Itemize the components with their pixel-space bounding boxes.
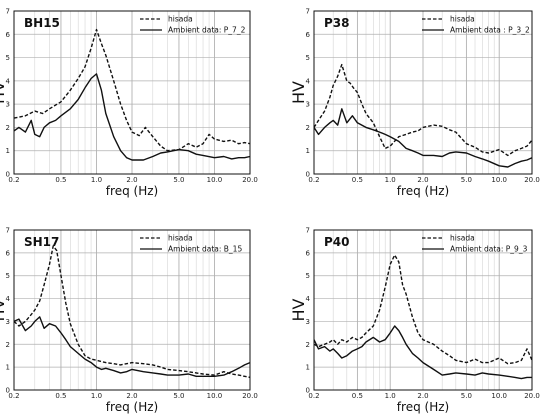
series-line-hisada <box>313 63 533 157</box>
x-tick-label: 2.0 <box>417 176 428 184</box>
series-line-hisada <box>313 254 533 365</box>
y-tick-label: 3 <box>306 101 310 109</box>
x-tick-label: 10.0 <box>491 176 507 184</box>
x-tick-label: 0.2 <box>308 176 319 184</box>
y-tick-label: 4 <box>306 295 311 303</box>
y-tick-label: 3 <box>6 318 10 326</box>
x-tick-label: 10.0 <box>207 176 223 184</box>
y-tick-label: 6 <box>306 31 311 39</box>
legend-label: Ambient data: P_7_2 <box>168 26 246 35</box>
series-line-hisada <box>13 245 251 379</box>
y-tick-label: 0 <box>306 387 310 395</box>
y-tick-label: 2 <box>306 341 310 349</box>
y-tick-label: 6 <box>306 249 311 257</box>
x-tick-label: 5.0 <box>173 392 184 400</box>
x-axis-label: freq (Hz) <box>397 184 449 198</box>
y-axis-label: HV <box>289 81 308 104</box>
legend-label: hisada <box>450 234 475 243</box>
x-axis-label: freq (Hz) <box>106 184 158 198</box>
y-tick-label: 0 <box>306 171 310 179</box>
y-tick-label: 1 <box>6 364 10 372</box>
x-tick-label: 1.0 <box>385 392 396 400</box>
legend-label: hisada <box>168 15 193 24</box>
x-tick-label: 0.5 <box>352 176 363 184</box>
y-tick-label: 0 <box>6 387 10 395</box>
legend-label: Ambient data: P_9_3 <box>450 245 528 254</box>
legend-label: Ambient data: B_15 <box>168 245 242 254</box>
x-tick-label: 1.0 <box>385 176 396 184</box>
y-tick-label: 2 <box>6 341 10 349</box>
panel-bh15: 0.2 0.5 1.0 2.0 5.0 10.0 20.0 0 1 2 3 4 5 6 7 freq (Hz)… <box>0 8 258 199</box>
plot-frame <box>313 10 533 175</box>
series-line-ambient <box>313 325 532 380</box>
x-tick-label: 20.0 <box>242 176 258 184</box>
y-tick-label: 1 <box>306 147 310 155</box>
x-tick-label: 0.2 <box>308 392 319 400</box>
y-tick-label: 5 <box>6 272 10 280</box>
plot-frame <box>13 10 251 175</box>
y-tick-label: 2 <box>306 124 310 132</box>
panel-title: BH15 <box>24 16 60 30</box>
series-line-ambient <box>13 316 251 377</box>
y-tick-label: 4 <box>6 295 11 303</box>
y-tick-label: 7 <box>6 227 10 235</box>
y-tick-label: 6 <box>6 31 11 39</box>
x-tick-label: 1.0 <box>91 392 102 400</box>
x-axis-label: freq (Hz) <box>106 400 158 414</box>
plot-frame <box>313 229 533 391</box>
y-axis-label: HV <box>0 81 8 104</box>
y-tick-label: 3 <box>306 318 310 326</box>
y-tick-label: 7 <box>306 8 310 16</box>
y-tick-label: 5 <box>306 272 310 280</box>
y-tick-label: 6 <box>6 249 11 257</box>
x-axis-label: freq (Hz) <box>397 400 449 414</box>
x-tick-label: 0.5 <box>55 176 66 184</box>
x-tick-label: 5.0 <box>461 176 472 184</box>
x-tick-label: 5.0 <box>461 392 472 400</box>
panel-title: P40 <box>324 235 350 249</box>
plot-frame <box>13 229 251 391</box>
x-tick-label: 20.0 <box>524 176 540 184</box>
y-tick-label: 1 <box>6 147 10 155</box>
legend-label: hisada <box>450 15 475 24</box>
x-tick-label: 2.0 <box>417 392 428 400</box>
panel-title: SH17 <box>24 235 59 249</box>
x-tick-label: 0.5 <box>55 392 66 400</box>
panel-title: P38 <box>324 16 350 30</box>
panel-p38: 0.2 0.5 1.0 2.0 5.0 10.0 20.0 0 1 2 3 4 5 6 7 freq (Hz)… <box>289 8 540 199</box>
x-tick-label: 10.0 <box>491 392 507 400</box>
y-tick-label: 7 <box>306 227 310 235</box>
y-axis-label: HV <box>289 298 308 321</box>
x-tick-label: 0.5 <box>352 392 363 400</box>
y-tick-label: 5 <box>306 54 310 62</box>
y-tick-label: 0 <box>6 171 10 179</box>
panel-sh17: 0.2 0.5 1.0 2.0 5.0 10.0 20.0 0 1 2 3 4 5 6 7 freq (Hz)… <box>0 227 258 415</box>
legend-label: hisada <box>168 234 193 243</box>
series-line-hisada <box>13 28 251 152</box>
x-tick-label: 0.2 <box>8 392 19 400</box>
y-tick-label: 3 <box>6 101 10 109</box>
x-tick-label: 1.0 <box>91 176 102 184</box>
y-tick-label: 7 <box>6 8 10 16</box>
y-tick-label: 2 <box>6 124 10 132</box>
y-tick-label: 4 <box>306 77 311 85</box>
x-tick-label: 20.0 <box>524 392 540 400</box>
x-tick-label: 0.2 <box>8 176 19 184</box>
series-line-ambient <box>313 108 533 168</box>
legend-label: Ambient data : P_3_2 <box>450 26 530 35</box>
y-axis-label: HV <box>0 298 8 321</box>
x-tick-label: 10.0 <box>207 392 223 400</box>
x-tick-label: 2.0 <box>126 176 137 184</box>
x-tick-label: 20.0 <box>242 392 258 400</box>
panel-p40: 0.2 0.5 1.0 2.0 5.0 10.0 20.0 0 1 2 3 4 5 6 7 freq (Hz)… <box>289 227 540 415</box>
x-tick-label: 5.0 <box>173 176 184 184</box>
y-tick-label: 5 <box>6 54 10 62</box>
y-tick-label: 1 <box>306 364 310 372</box>
series-line-ambient <box>13 73 251 161</box>
y-tick-label: 4 <box>6 77 11 85</box>
x-tick-label: 2.0 <box>126 392 137 400</box>
